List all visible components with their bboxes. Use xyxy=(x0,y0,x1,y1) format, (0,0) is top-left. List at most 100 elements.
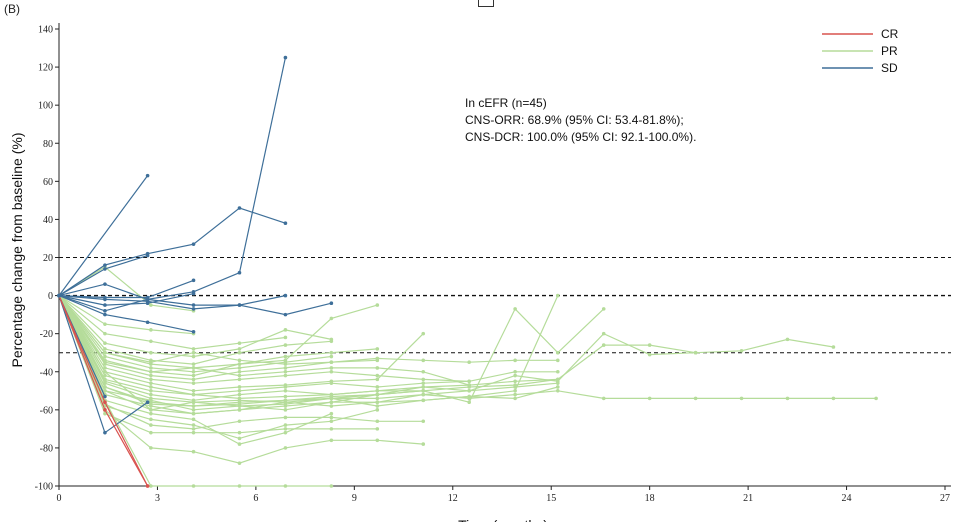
data-point-pr xyxy=(149,366,153,370)
x-tick-label: 0 xyxy=(57,493,62,504)
x-tick-label: 18 xyxy=(645,493,655,504)
data-point-pr xyxy=(467,388,471,393)
data-point-pr xyxy=(329,411,334,416)
data-point-sd xyxy=(103,267,107,271)
data-point-pr xyxy=(103,331,107,336)
data-point-pr xyxy=(283,369,288,374)
data-point-pr xyxy=(647,396,652,401)
data-point-pr xyxy=(149,392,153,397)
data-point-sd xyxy=(191,307,196,311)
data-point-pr xyxy=(283,335,288,340)
data-point-pr xyxy=(237,430,242,435)
series-line-sd xyxy=(58,57,286,301)
data-point-pr xyxy=(421,369,426,374)
data-point-pr xyxy=(283,358,288,363)
reference-lines xyxy=(59,257,951,354)
data-point-pr xyxy=(329,484,334,488)
data-point-pr xyxy=(329,354,334,359)
data-point-pr xyxy=(149,381,153,385)
data-point-pr xyxy=(237,402,242,406)
data-point-pr xyxy=(191,354,196,359)
data-point-pr xyxy=(149,350,153,355)
data-point-pr xyxy=(601,331,606,336)
data-point-pr xyxy=(513,383,517,387)
data-point-pr xyxy=(329,366,334,370)
data-point-pr xyxy=(329,438,334,443)
data-point-pr xyxy=(874,396,878,401)
data-point-pr xyxy=(191,423,196,427)
data-point-sd xyxy=(283,312,288,317)
data-point-pr xyxy=(375,358,380,363)
series-line-pr xyxy=(58,295,558,384)
data-point-pr xyxy=(237,398,242,403)
data-point-pr xyxy=(555,369,560,374)
data-point-pr xyxy=(329,379,334,384)
y-tick-label: 80 xyxy=(43,139,53,150)
data-point-pr xyxy=(103,354,107,359)
data-point-pr xyxy=(237,377,242,382)
data-point-sd xyxy=(103,297,107,302)
data-point-pr xyxy=(191,388,196,393)
data-point-pr xyxy=(191,377,196,382)
data-point-pr xyxy=(375,427,380,431)
data-point-sd xyxy=(145,301,150,306)
data-point-cr xyxy=(103,400,107,405)
data-point-pr xyxy=(191,350,196,355)
x-tick-label: 21 xyxy=(743,493,753,504)
data-point-pr xyxy=(149,430,153,435)
data-point-pr xyxy=(329,350,334,355)
x-tick-label: 27 xyxy=(940,493,950,504)
data-point-pr xyxy=(149,360,153,365)
data-point-pr xyxy=(237,341,242,345)
x-tick-label: 15 xyxy=(546,493,556,504)
data-point-pr xyxy=(421,419,426,424)
data-point-pr xyxy=(421,388,426,393)
data-point-pr xyxy=(103,322,107,326)
data-point-pr xyxy=(647,343,652,347)
data-point-pr xyxy=(283,427,288,431)
data-point-pr xyxy=(191,427,196,431)
data-point-pr xyxy=(149,417,153,422)
data-point-pr xyxy=(375,392,380,397)
data-point-pr xyxy=(149,388,153,393)
data-point-sd xyxy=(283,55,288,60)
data-point-pr xyxy=(237,358,242,363)
data-point-pr xyxy=(191,362,196,366)
data-point-pr xyxy=(283,394,288,399)
y-tick-label: 120 xyxy=(38,63,53,74)
y-tick-label: -20 xyxy=(40,329,53,340)
data-point-pr xyxy=(149,423,153,427)
series-line-sd xyxy=(58,293,194,306)
data-point-pr xyxy=(283,423,288,427)
data-point-pr xyxy=(283,388,288,393)
data-point-sd xyxy=(103,394,107,399)
series-line-pr xyxy=(58,295,558,407)
data-point-pr xyxy=(375,400,380,405)
data-point-pr xyxy=(513,369,517,374)
data-point-pr xyxy=(103,341,107,345)
data-point-pr xyxy=(283,354,288,359)
data-point-pr xyxy=(421,331,426,336)
data-point-pr xyxy=(149,373,153,378)
checkbox-marker xyxy=(478,0,494,7)
data-point-pr xyxy=(191,400,196,405)
data-point-pr xyxy=(421,385,426,389)
data-point-pr xyxy=(329,394,334,399)
panel-label: (B) xyxy=(4,2,20,16)
data-point-pr xyxy=(555,358,560,363)
data-point-pr xyxy=(831,345,836,349)
data-point-pr xyxy=(329,419,334,424)
data-point-pr xyxy=(555,379,560,384)
series-line-pr xyxy=(58,295,558,381)
data-point-pr xyxy=(785,337,790,342)
x-tick-label: 12 xyxy=(448,493,458,504)
data-point-pr xyxy=(103,388,107,393)
data-point-pr xyxy=(191,411,196,416)
data-point-pr xyxy=(149,402,153,406)
y-tick-label: 0 xyxy=(48,291,53,302)
legend-label-pr: PR xyxy=(881,44,898,58)
data-point-sd xyxy=(103,303,107,307)
y-tick-label: 40 xyxy=(43,215,53,226)
annotation-line: CNS-DCR: 100.0% (95% CI: 92.1-100.0%). xyxy=(465,130,696,144)
data-point-sd xyxy=(145,320,150,325)
